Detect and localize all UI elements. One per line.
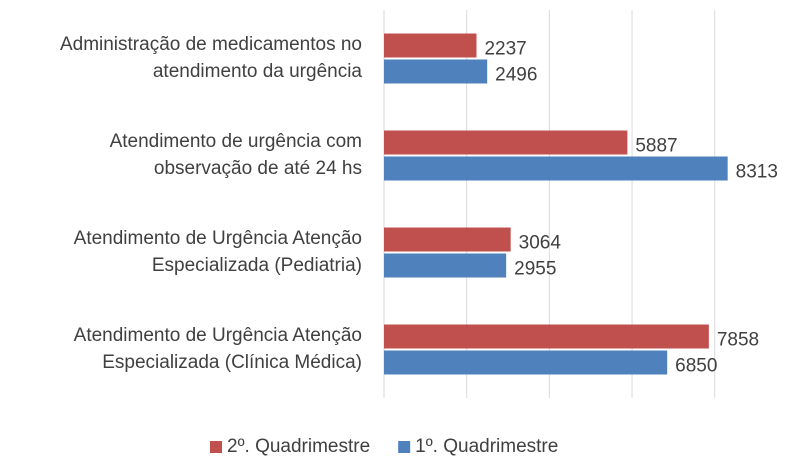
value-label: 2496: [495, 65, 537, 86]
category-label: Especializada (Pediatria): [152, 255, 362, 276]
bar: [384, 33, 477, 58]
bar: [384, 350, 668, 375]
value-label: 8313: [736, 162, 778, 183]
value-label: 7858: [717, 330, 759, 351]
value-label: 2955: [514, 259, 556, 280]
bar: [384, 156, 728, 181]
category-label: Especializada (Clínica Médica): [102, 352, 362, 373]
category-label: observação de até 24 hs: [154, 158, 362, 179]
category-label: Atendimento de Urgência Atenção: [74, 228, 362, 249]
bar: [384, 130, 628, 155]
bar: [384, 253, 507, 278]
bar: [384, 227, 511, 252]
value-label: 5887: [635, 136, 677, 157]
legend-swatch: [398, 441, 411, 453]
value-label: 6850: [675, 356, 717, 377]
category-label: Administração de medicamentos no: [60, 34, 362, 55]
category-label: Atendimento de Urgência Atenção: [74, 325, 362, 346]
legend-label: 1º. Quadrimestre: [415, 436, 558, 457]
category-label: Atendimento de urgência com: [110, 131, 362, 152]
category-label: atendimento da urgência: [153, 61, 363, 82]
legend-swatch: [210, 441, 222, 453]
bar: [384, 59, 488, 84]
value-label: 3064: [519, 233, 562, 254]
bar: [384, 324, 709, 349]
value-label: 2237: [484, 39, 526, 60]
legend-label: 2º. Quadrimestre: [227, 436, 370, 457]
